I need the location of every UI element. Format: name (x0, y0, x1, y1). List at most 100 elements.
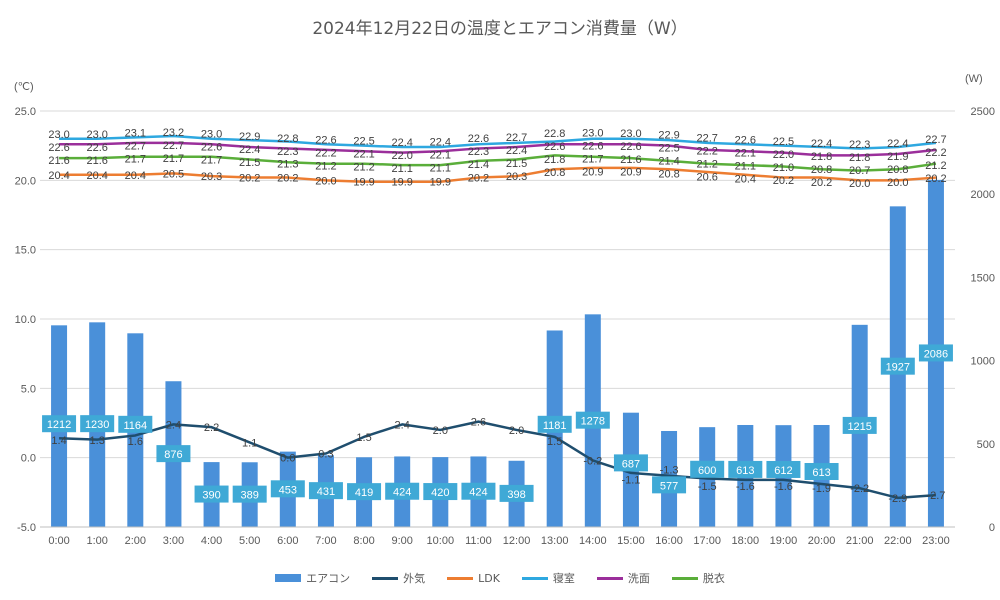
line-data-label: 20.0 (849, 178, 870, 190)
y-right-axis-label: (W) (965, 73, 983, 85)
legend-label: 外気 (403, 572, 426, 585)
bar-label-box (461, 482, 496, 500)
x-tick-label: 17:00 (693, 535, 721, 547)
bar-data-label: 1212 (47, 419, 71, 431)
line-data-label: 2.0 (433, 425, 448, 437)
line-data-label: 23.0 (86, 129, 107, 141)
bar-label-box (347, 483, 382, 501)
y-left-tick-label: 5.0 (21, 383, 36, 395)
line-data-label: 20.7 (849, 165, 870, 177)
bar-label-box (690, 460, 725, 478)
line-data-label: 22.6 (544, 141, 565, 153)
x-tick-label: 12:00 (503, 535, 531, 547)
line-data-label: 20.2 (277, 173, 298, 185)
bar-label-box (270, 480, 305, 498)
y-left-axis-label: (℃) (14, 81, 34, 93)
legend-swatch (275, 574, 302, 582)
line-data-label: 20.2 (925, 173, 946, 185)
legend-swatch (447, 576, 474, 580)
line-data-label: -1.5 (698, 481, 717, 493)
bar-label-box (499, 484, 534, 502)
bar-label-box (575, 411, 610, 429)
line-data-label: 21.2 (315, 161, 336, 173)
line-data-label: 22.1 (735, 147, 756, 159)
x-tick-label: 22:00 (884, 535, 912, 547)
legend-label: 寝室 (552, 572, 575, 585)
bar-data-label: 612 (774, 465, 792, 477)
line-data-label: 22.3 (468, 146, 489, 158)
bar-label-box (613, 454, 648, 472)
bar-label-box (118, 415, 153, 433)
line-data-label: 21.1 (430, 162, 451, 174)
line-data-label: 21.8 (544, 154, 565, 166)
line-data-label: 21.4 (468, 159, 489, 171)
line-data-label: 21.8 (849, 152, 870, 164)
line-data-label: 22.7 (506, 132, 527, 144)
y-right-tick-label: 0 (989, 522, 995, 534)
line-data-label: 20.4 (735, 173, 756, 185)
line-data-label: -1.9 (812, 483, 831, 495)
bar-label-box (918, 344, 953, 362)
line-data-label: 0.3 (318, 449, 333, 461)
y-left-tick-label: -5.0 (17, 522, 36, 534)
line-data-label: 19.9 (430, 177, 451, 189)
line-data-label: 23.2 (163, 127, 184, 139)
line-data-label: 19.9 (353, 177, 374, 189)
line-data-label: 21.9 (887, 151, 908, 163)
bar-data-label: 431 (317, 486, 335, 498)
line-data-label: 20.4 (125, 170, 146, 182)
line-data-label: 21.1 (391, 163, 412, 175)
line-data-label: 21.6 (48, 155, 69, 167)
line-data-label: 21.1 (735, 160, 756, 172)
x-tick-label: 23:00 (922, 535, 950, 547)
line-data-label: 21.8 (811, 151, 832, 163)
bar-data-label: 420 (431, 487, 449, 499)
line-data-label: 22.4 (430, 136, 451, 148)
line-data-label: 20.6 (696, 172, 717, 184)
y-right-tick-label: 2500 (971, 106, 995, 118)
legend-item: 脱衣 (671, 570, 725, 586)
line-data-label: 21.0 (773, 162, 794, 174)
y-right-tick-label: 1000 (971, 356, 995, 368)
line-data-label: 0.0 (280, 453, 295, 465)
line-data-label: 22.0 (391, 150, 412, 162)
line-data-label: 20.5 (163, 168, 184, 180)
line-data-label: 21.7 (125, 154, 146, 166)
line-data-label: 2.0 (509, 425, 524, 437)
legend-swatch (596, 576, 623, 580)
y-left-tick-label: 10.0 (15, 314, 36, 326)
x-tick-label: 3:00 (163, 535, 184, 547)
line-data-label: 23.0 (582, 127, 603, 139)
x-tick-label: 13:00 (541, 535, 569, 547)
legend-item: 寝室 (521, 570, 575, 586)
line-data-label: 23.0 (201, 129, 222, 141)
bar-label-box (308, 482, 343, 500)
line-data-label: 22.7 (125, 141, 146, 153)
line-data-label: 22.9 (658, 129, 679, 141)
x-tick-label: 20:00 (808, 535, 836, 547)
x-tick-label: 5:00 (239, 535, 260, 547)
line-data-label: 2.4 (395, 419, 410, 431)
line-data-label: 23.0 (48, 129, 69, 141)
line-data-label: 22.6 (315, 135, 336, 147)
x-tick-label: 11:00 (465, 535, 492, 547)
legend-swatch (372, 576, 399, 580)
bar-data-label: 613 (812, 467, 830, 479)
y-right-tick-label: 1500 (971, 272, 995, 284)
bar-data-label: 2086 (924, 348, 948, 360)
bar-label-box (766, 460, 801, 478)
line-data-label: 20.2 (773, 175, 794, 187)
line-洗面 (59, 141, 937, 157)
legend: エアコン 外気 LDK 寝室 洗面 脱衣 (0, 570, 1000, 586)
line-data-label: -2.2 (850, 483, 869, 495)
x-tick-label: 16:00 (655, 535, 683, 547)
bar-label-box (156, 445, 191, 463)
line-data-label: 20.9 (620, 167, 641, 179)
line-data-label: 22.5 (658, 142, 679, 154)
line-data-label: 20.0 (315, 175, 336, 187)
line-LDK (59, 166, 937, 183)
line-data-label: 22.3 (277, 146, 298, 158)
line-data-label: 21.7 (582, 153, 603, 165)
line-data-label: 20.4 (48, 170, 69, 182)
